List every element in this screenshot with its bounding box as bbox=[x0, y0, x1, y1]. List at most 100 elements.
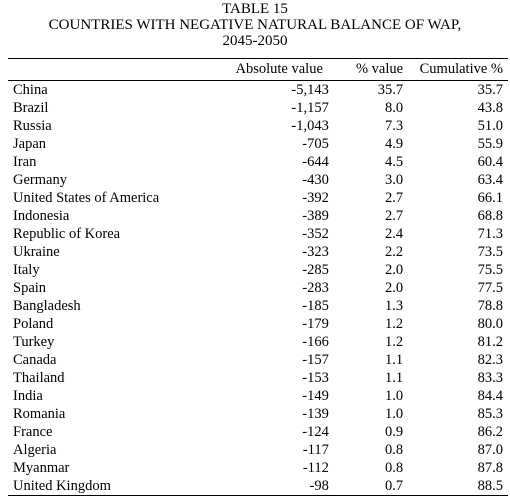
cell-percent-value: 0.8 bbox=[384, 442, 404, 458]
cell-country: Japan bbox=[13, 136, 47, 152]
cell-cumulative-percent: 80.0 bbox=[477, 316, 503, 332]
cell-absolute-value: -5,143 bbox=[291, 82, 329, 98]
cell-cumulative-percent: 84.4 bbox=[477, 388, 503, 404]
cell-percent-value: 1.3 bbox=[384, 298, 404, 314]
cell-cumulative-percent: 51.0 bbox=[477, 118, 503, 134]
cell-cumulative-percent: 81.2 bbox=[477, 334, 503, 350]
cell-percent-value: 1.0 bbox=[384, 406, 404, 422]
cell-percent-value: 1.2 bbox=[384, 334, 404, 350]
cell-cumulative-percent: 63.4 bbox=[477, 172, 503, 188]
cell-cumulative-percent: 77.5 bbox=[477, 280, 503, 296]
cell-cumulative-percent: 86.2 bbox=[477, 424, 503, 440]
cell-cumulative-percent: 83.3 bbox=[477, 370, 503, 386]
table-row: Germany -430 3.0 63.4 bbox=[8, 171, 508, 189]
cell-absolute-value: -157 bbox=[302, 352, 329, 368]
cell-country: Italy bbox=[13, 262, 40, 278]
cell-cumulative-percent: 73.5 bbox=[477, 244, 503, 260]
table-row: Myanmar -112 0.8 87.8 bbox=[8, 459, 508, 477]
cell-absolute-value: -430 bbox=[302, 172, 329, 188]
cell-percent-value: 0.7 bbox=[384, 478, 404, 494]
cell-absolute-value: -153 bbox=[302, 370, 329, 386]
cell-percent-value: 2.0 bbox=[384, 280, 404, 296]
cell-country: Russia bbox=[13, 118, 52, 134]
table-caption: TABLE 15 COUNTRIES WITH NEGATIVE NATURAL… bbox=[0, 0, 510, 49]
cell-cumulative-percent: 78.8 bbox=[477, 298, 503, 314]
cell-absolute-value: -166 bbox=[302, 334, 329, 350]
cell-percent-value: 4.9 bbox=[384, 136, 404, 152]
cell-country: Germany bbox=[13, 172, 67, 188]
cell-percent-value: 8.0 bbox=[384, 100, 404, 116]
cell-absolute-value: -352 bbox=[302, 226, 329, 242]
cell-country: India bbox=[13, 388, 43, 404]
table-row: Algeria -117 0.8 87.0 bbox=[8, 441, 508, 459]
cell-absolute-value: -323 bbox=[302, 244, 329, 260]
cell-cumulative-percent: 75.5 bbox=[477, 262, 503, 278]
table-row: Russia -1,043 7.3 51.0 bbox=[8, 117, 508, 135]
cell-absolute-value: -1,157 bbox=[291, 100, 329, 116]
header-cumulative-percent: Cumulative % bbox=[419, 61, 503, 77]
table-row: Bangladesh -185 1.3 78.8 bbox=[8, 297, 508, 315]
cell-country: Iran bbox=[13, 154, 37, 170]
header-percent-value: % value bbox=[355, 61, 404, 77]
cell-absolute-value: -644 bbox=[302, 154, 329, 170]
table-row: India -149 1.0 84.4 bbox=[8, 387, 508, 405]
cell-country: Romania bbox=[13, 406, 66, 422]
table-row: Turkey -166 1.2 81.2 bbox=[8, 333, 508, 351]
table-row: Canada -157 1.1 82.3 bbox=[8, 351, 508, 369]
table-row: Romania -139 1.0 85.3 bbox=[8, 405, 508, 423]
cell-absolute-value: -285 bbox=[302, 262, 329, 278]
table-period: 2045-2050 bbox=[222, 33, 288, 49]
table-header-row: Absolute value % value Cumulative % bbox=[8, 58, 508, 81]
table-row: Spain -283 2.0 77.5 bbox=[8, 279, 508, 297]
header-country bbox=[8, 59, 198, 81]
table-row: Iran -644 4.5 60.4 bbox=[8, 153, 508, 171]
table-title: COUNTRIES WITH NEGATIVE NATURAL BALANCE … bbox=[48, 17, 462, 33]
table-row: China -5,143 35.7 35.7 bbox=[8, 81, 508, 100]
cell-absolute-value: -185 bbox=[302, 298, 329, 314]
table-number: TABLE 15 bbox=[222, 1, 288, 17]
cell-cumulative-percent: 71.3 bbox=[477, 226, 503, 242]
cell-absolute-value: -98 bbox=[309, 478, 329, 494]
table-row: Ukraine -323 2.2 73.5 bbox=[8, 243, 508, 261]
cell-absolute-value: -149 bbox=[302, 388, 329, 404]
cell-percent-value: 0.9 bbox=[384, 424, 404, 440]
cell-cumulative-percent: 35.7 bbox=[477, 82, 503, 98]
cell-country: Thailand bbox=[13, 370, 65, 386]
table-row: Japan -705 4.9 55.9 bbox=[8, 135, 508, 153]
cell-country: Spain bbox=[13, 280, 47, 296]
cell-absolute-value: -392 bbox=[302, 190, 329, 206]
cell-percent-value: 1.0 bbox=[384, 388, 404, 404]
table-row: United States of America -392 2.7 66.1 bbox=[8, 189, 508, 207]
table-row: Poland -179 1.2 80.0 bbox=[8, 315, 508, 333]
cell-cumulative-percent: 87.0 bbox=[477, 442, 503, 458]
cell-absolute-value: -117 bbox=[302, 442, 329, 458]
cell-country: United Kingdom bbox=[13, 478, 111, 494]
cell-percent-value: 2.0 bbox=[384, 262, 404, 278]
table-row: United Kingdom -98 0.7 88.5 bbox=[8, 477, 508, 496]
cell-country: Canada bbox=[13, 352, 57, 368]
cell-absolute-value: -124 bbox=[302, 424, 329, 440]
table-body: China -5,143 35.7 35.7 Brazil -1,157 8.0 43.8 Ru… bbox=[8, 81, 508, 496]
cell-country: China bbox=[13, 82, 48, 98]
table-row: France -124 0.9 86.2 bbox=[8, 423, 508, 441]
cell-country: Republic of Korea bbox=[13, 226, 121, 242]
cell-percent-value: 1.2 bbox=[384, 316, 404, 332]
cell-percent-value: 2.7 bbox=[384, 208, 404, 224]
cell-percent-value: 35.7 bbox=[377, 82, 404, 98]
cell-percent-value: 1.1 bbox=[384, 352, 404, 368]
cell-country: Algeria bbox=[13, 442, 57, 458]
cell-absolute-value: -283 bbox=[302, 280, 329, 296]
cell-percent-value: 2.2 bbox=[384, 244, 404, 260]
cell-cumulative-percent: 88.5 bbox=[477, 478, 503, 494]
cell-percent-value: 1.1 bbox=[384, 370, 404, 386]
cell-country: France bbox=[13, 424, 53, 440]
table-row: Republic of Korea -352 2.4 71.3 bbox=[8, 225, 508, 243]
cell-country: Poland bbox=[13, 316, 54, 332]
cell-absolute-value: -112 bbox=[302, 460, 329, 476]
cell-country: Brazil bbox=[13, 100, 49, 116]
cell-absolute-value: -389 bbox=[302, 208, 329, 224]
cell-absolute-value: -179 bbox=[302, 316, 329, 332]
cell-cumulative-percent: 68.8 bbox=[477, 208, 503, 224]
cell-country: United States of America bbox=[13, 190, 160, 206]
